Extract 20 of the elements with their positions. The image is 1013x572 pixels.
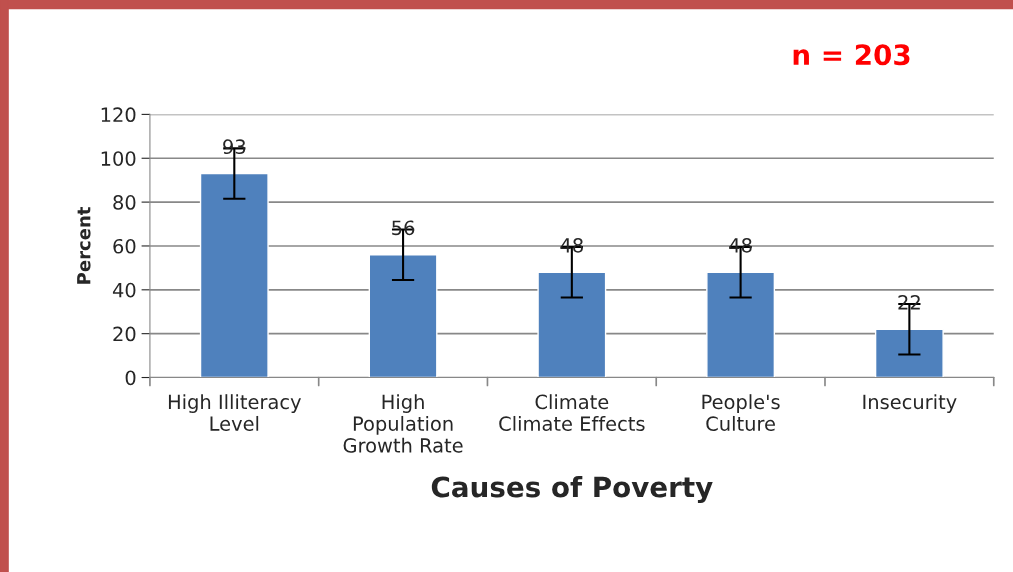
x-tick-label: People's Culture <box>702 394 780 432</box>
y-tick-label: 80 <box>113 195 136 210</box>
x-axis-title: Causes of Poverty <box>431 476 713 504</box>
x-tick-label: High Illiteracy Level <box>168 394 301 432</box>
x-tick-label: Climate Climate Effects <box>499 394 645 432</box>
y-tick-label: 40 <box>112 282 136 298</box>
y-tick-label: 0 <box>125 370 136 386</box>
bar <box>874 328 944 378</box>
y-tick-label: 60 <box>113 238 136 254</box>
y-tick-label: 100 <box>101 151 136 166</box>
x-tick-label: Insecurity <box>863 394 957 414</box>
y-axis-title: Percent <box>77 206 91 284</box>
bar <box>706 271 776 378</box>
bar <box>368 254 438 378</box>
y-tick-label: 20 <box>113 326 136 342</box>
text: n = 203 <box>793 44 910 66</box>
bar <box>199 172 269 378</box>
y-tick-label: 120 <box>101 107 136 123</box>
bar <box>537 271 607 378</box>
x-tick-label: High Population Growth Rate <box>343 394 463 453</box>
